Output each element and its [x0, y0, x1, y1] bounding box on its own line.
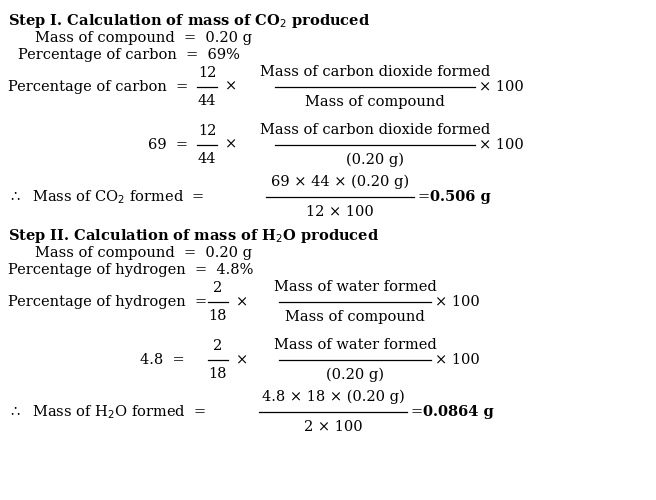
- Text: Percentage of hydrogen  =  4.8%: Percentage of hydrogen = 4.8%: [8, 263, 253, 277]
- Text: Mass of water formed: Mass of water formed: [274, 338, 436, 352]
- Text: (0.20 g): (0.20 g): [346, 153, 404, 168]
- Text: Mass of carbon dioxide formed: Mass of carbon dioxide formed: [260, 123, 490, 137]
- Text: 69 × 44 × (0.20 g): 69 × 44 × (0.20 g): [271, 174, 409, 189]
- Text: 18: 18: [209, 309, 227, 323]
- Text: 4.8  =: 4.8 =: [140, 353, 184, 367]
- Text: × 100: × 100: [479, 80, 523, 94]
- Text: Mass of compound  =  0.20 g: Mass of compound = 0.20 g: [35, 31, 252, 45]
- Text: 12: 12: [198, 66, 216, 80]
- Text: Percentage of hydrogen  =: Percentage of hydrogen =: [8, 295, 207, 309]
- Text: ×: ×: [236, 295, 248, 309]
- Text: 4.8 × 18 × (0.20 g): 4.8 × 18 × (0.20 g): [262, 390, 404, 404]
- Text: ×: ×: [236, 353, 248, 367]
- Text: $\therefore$  Mass of H$_2$O formed  =: $\therefore$ Mass of H$_2$O formed =: [8, 403, 206, 421]
- Text: ×: ×: [225, 80, 237, 94]
- Text: ×: ×: [225, 138, 237, 152]
- Text: 44: 44: [197, 94, 216, 108]
- Text: =: =: [411, 405, 428, 419]
- Text: Mass of compound: Mass of compound: [305, 95, 445, 109]
- Text: Step II. Calculation of mass of H$_2$O produced: Step II. Calculation of mass of H$_2$O p…: [8, 227, 379, 245]
- Text: 2 × 100: 2 × 100: [304, 420, 362, 434]
- Text: 69  =: 69 =: [148, 138, 188, 152]
- Text: 2: 2: [213, 339, 222, 353]
- Text: Mass of water formed: Mass of water formed: [274, 280, 436, 294]
- Text: Mass of compound  =  0.20 g: Mass of compound = 0.20 g: [35, 246, 252, 260]
- Text: 12: 12: [198, 124, 216, 138]
- Text: 44: 44: [197, 152, 216, 166]
- Text: $\therefore$  Mass of CO$_2$ formed  =: $\therefore$ Mass of CO$_2$ formed =: [8, 188, 205, 206]
- Text: 0.0864 g: 0.0864 g: [423, 405, 494, 419]
- Text: =: =: [418, 190, 435, 204]
- Text: Percentage of carbon  =  69%: Percentage of carbon = 69%: [18, 48, 240, 62]
- Text: Mass of carbon dioxide formed: Mass of carbon dioxide formed: [260, 65, 490, 79]
- Text: × 100: × 100: [435, 353, 480, 367]
- Text: × 100: × 100: [435, 295, 480, 309]
- Text: Percentage of carbon  =: Percentage of carbon =: [8, 80, 188, 94]
- Text: 2: 2: [213, 281, 222, 295]
- Text: × 100: × 100: [479, 138, 523, 152]
- Text: 18: 18: [209, 367, 227, 381]
- Text: 12 × 100: 12 × 100: [306, 205, 374, 219]
- Text: 0.506 g: 0.506 g: [430, 190, 491, 204]
- Text: (0.20 g): (0.20 g): [326, 368, 384, 382]
- Text: Step I. Calculation of mass of CO$_2$ produced: Step I. Calculation of mass of CO$_2$ pr…: [8, 12, 370, 30]
- Text: Mass of compound: Mass of compound: [285, 310, 425, 324]
